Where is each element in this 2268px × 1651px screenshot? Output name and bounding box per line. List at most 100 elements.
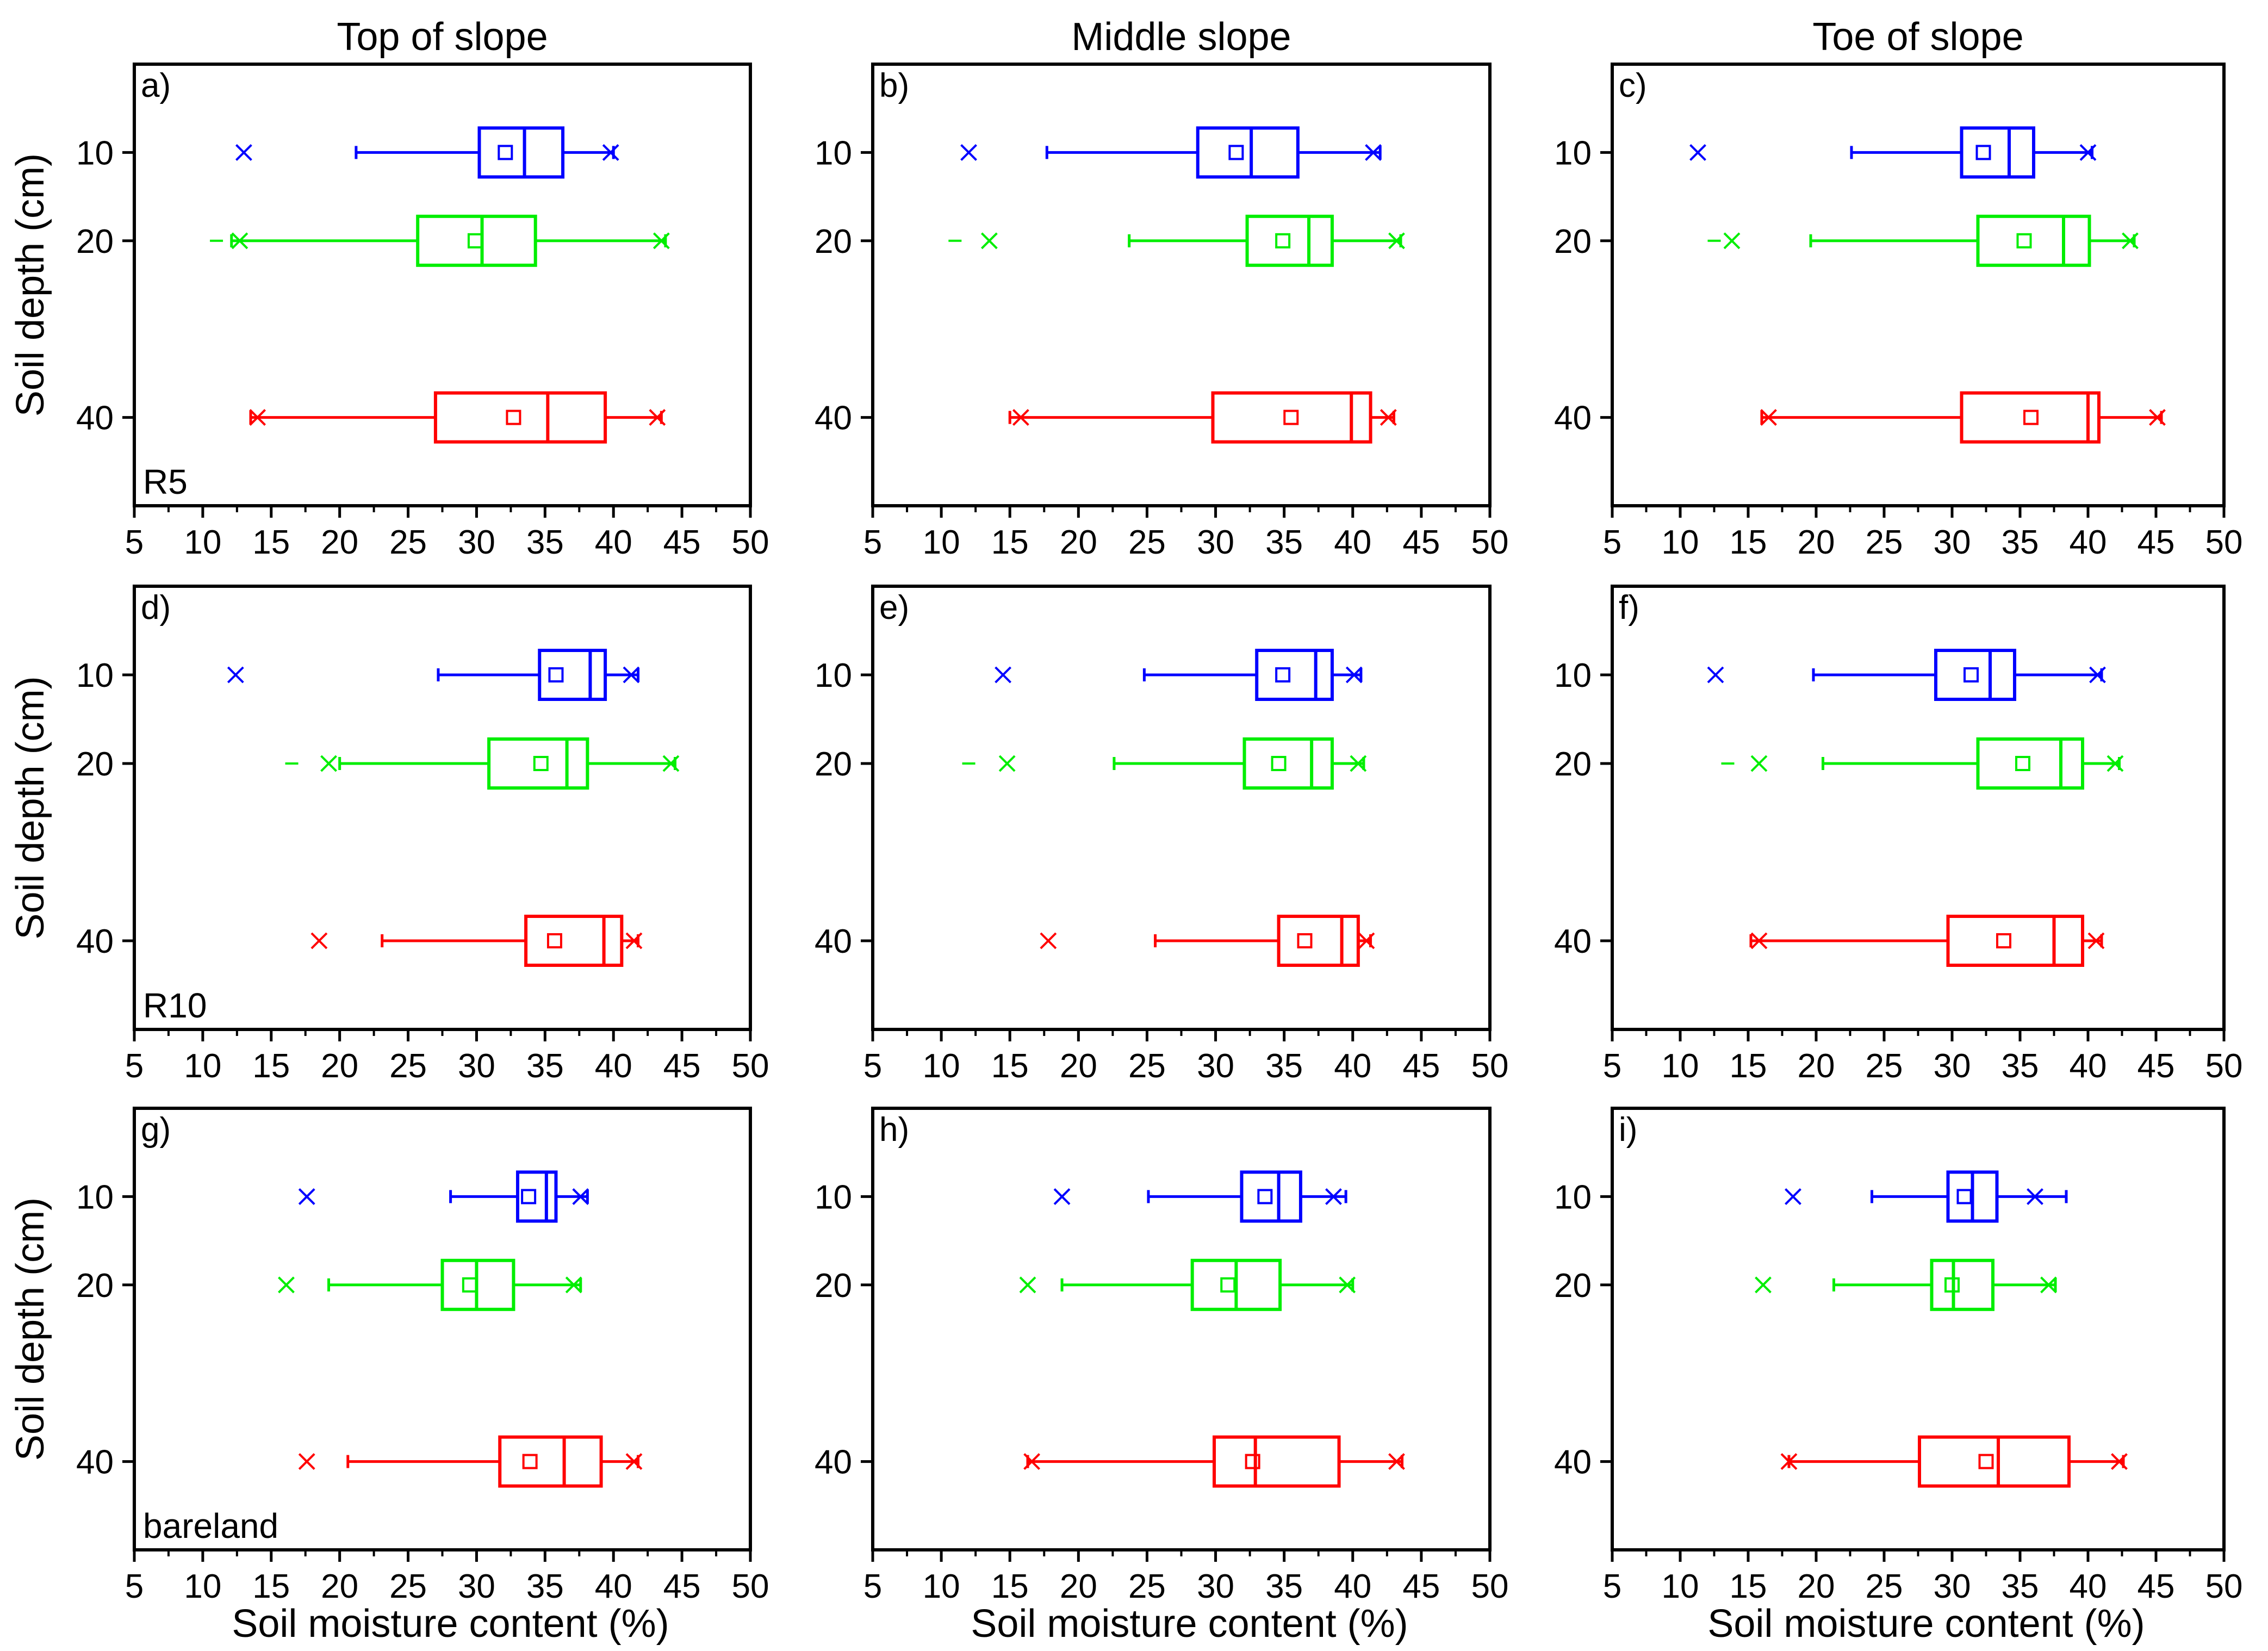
x-tick-label: 35 (526, 1568, 564, 1605)
iqr-box (1930, 1258, 1994, 1311)
x-tick-label: 15 (252, 1568, 290, 1605)
panel-d: 5 10 15 20 25 30 35 40 45 50 10 20 40 d) R10 (76, 585, 769, 1085)
x-tick-label: 25 (1866, 1047, 1903, 1085)
minmax-marker (995, 666, 1012, 684)
box-depth-20 (210, 214, 670, 267)
y-tick-label: 20 (76, 223, 114, 260)
minmax-marker (662, 755, 680, 772)
plot-frame (871, 1107, 1492, 1551)
x-tick-label: 20 (1798, 524, 1835, 561)
x-tick-label: 30 (1934, 524, 1971, 561)
minmax-marker (1388, 1453, 1405, 1470)
x-tick-label: 10 (184, 1568, 221, 1605)
minmax-marker (1750, 755, 1768, 772)
minmax-marker (2149, 409, 2166, 426)
minmax-marker (1755, 1276, 1772, 1294)
x-tick-label: 5 (125, 1568, 144, 1605)
minmax-marker (2089, 666, 2106, 684)
panel-letter: c) (1619, 67, 1647, 104)
mean-marker (1963, 667, 1979, 682)
x-tick-label: 40 (1334, 524, 1371, 561)
box-depth-40 (1023, 1435, 1405, 1488)
box-depth-10 (960, 126, 1382, 179)
box-depth-10 (1689, 126, 2097, 179)
x-tick-label: 45 (663, 1047, 701, 1085)
mean-marker (1245, 1454, 1260, 1469)
minmax-marker (227, 666, 244, 684)
y-tick-label: 10 (76, 657, 114, 694)
minmax-marker (649, 409, 666, 426)
x-tick-label: 5 (863, 1047, 882, 1085)
y-tick-label: 20 (76, 746, 114, 783)
minmax-marker (1325, 1188, 1342, 1205)
box-depth-10 (1785, 1170, 2068, 1223)
iqr-box (1960, 391, 2101, 444)
x-tick-label: 30 (1197, 1568, 1234, 1605)
x-tick-label: 25 (389, 1047, 427, 1085)
x-tick-label: 40 (1334, 1568, 1371, 1605)
minmax-marker (653, 232, 670, 250)
mean-marker (498, 145, 513, 160)
x-tick-label: 40 (2070, 524, 2107, 561)
x-tick-label: 15 (991, 524, 1029, 561)
minmax-marker (320, 755, 337, 772)
y-tick-label: 40 (815, 1444, 852, 1481)
mean-marker (1271, 756, 1287, 771)
x-tick-label: 10 (923, 1568, 960, 1605)
x-tick-label: 5 (125, 524, 144, 561)
x-tick-label: 15 (252, 1047, 290, 1085)
minmax-marker (623, 666, 640, 684)
x-tick-label: 10 (923, 1047, 960, 1085)
minmax-marker (2079, 144, 2097, 161)
minmax-marker (1723, 232, 1741, 250)
x-tick-label: 5 (863, 524, 882, 561)
mean-marker (2023, 409, 2039, 425)
x-tick-label: 40 (595, 1568, 632, 1605)
panel-h: 5 10 15 20 25 30 35 40 45 50 10 20 40 h) (815, 1107, 1508, 1605)
box-depth-40 (1780, 1435, 2128, 1488)
panel-c: 5 10 15 20 25 30 35 40 45 50 10 20 40 c) (1554, 63, 2242, 561)
mean-marker (521, 1189, 537, 1205)
x-tick-label: 25 (1128, 524, 1166, 561)
panel-letter: e) (879, 589, 909, 626)
x-tick-label: 20 (1060, 1568, 1097, 1605)
panel-letter: a) (141, 67, 171, 104)
x-tick-label: 20 (1060, 524, 1097, 561)
minmax-marker (2107, 755, 2124, 772)
x-tick-label: 5 (1603, 1047, 1621, 1085)
minmax-marker (625, 1453, 643, 1470)
x-tick-label: 40 (1334, 1047, 1371, 1085)
minmax-marker (602, 144, 619, 161)
minmax-marker (1358, 932, 1375, 949)
x-tick-label: 5 (863, 1568, 882, 1605)
x-tick-label: 40 (595, 524, 632, 561)
box-depth-40 (1008, 391, 1397, 444)
box-depth-40 (298, 1435, 643, 1488)
minmax-marker (1339, 1276, 1356, 1294)
x-tick-label: 20 (321, 1047, 358, 1085)
panel-e: 5 10 15 20 25 30 35 40 45 50 10 20 40 e) (815, 585, 1508, 1085)
mean-marker (1975, 145, 1991, 160)
minmax-marker (2122, 232, 2139, 250)
iqr-box (487, 737, 589, 790)
row-label: R5 (143, 462, 188, 501)
x-tick-label: 15 (1730, 1047, 1767, 1085)
minmax-marker (1365, 144, 1382, 161)
mean-marker (1228, 145, 1244, 160)
minmax-marker (1012, 409, 1029, 426)
plot-frame (1611, 585, 2226, 1031)
box-depth-20 (962, 737, 1367, 790)
x-tick-label: 50 (1471, 524, 1509, 561)
iqr-box (477, 126, 565, 179)
mean-marker (546, 933, 562, 948)
x-tick-label: 30 (1934, 1568, 1971, 1605)
box-depth-10 (298, 1170, 589, 1223)
mean-marker (506, 409, 521, 425)
box-depth-20 (1019, 1258, 1356, 1311)
mean-marker (2016, 233, 2032, 249)
panel-letter: f) (1619, 589, 1639, 626)
box-depth-40 (249, 391, 666, 444)
panel-letter: g) (141, 1111, 171, 1149)
x-tick-label: 35 (2002, 1568, 2039, 1605)
iqr-box (1918, 1435, 2071, 1488)
